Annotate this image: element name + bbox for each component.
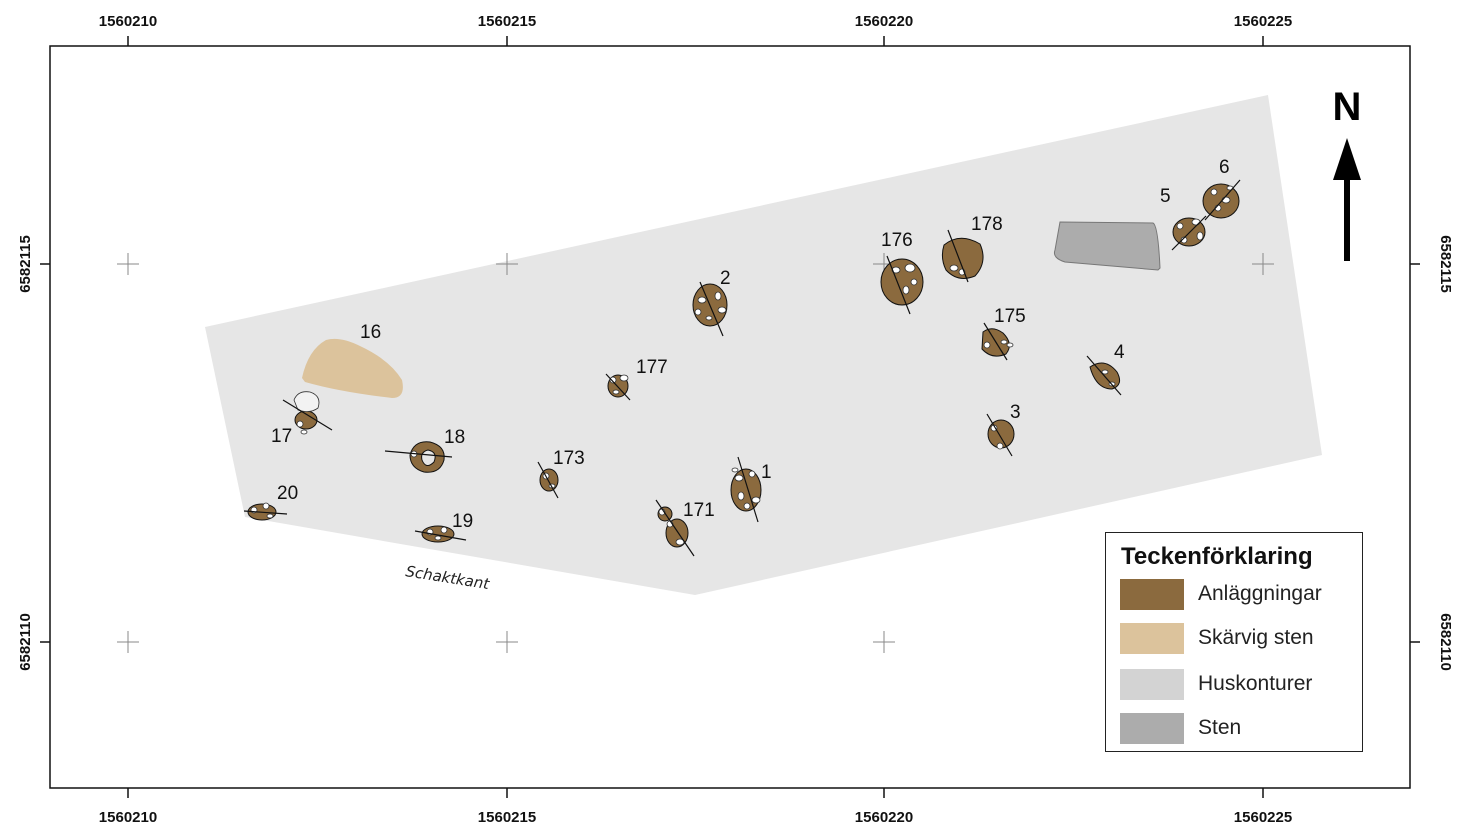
feature-label-2: 2 (720, 268, 731, 289)
legend-label-stone: Sten (1198, 716, 1242, 739)
x-coord-top-2: 1560215 (478, 13, 536, 30)
feature-label-175: 175 (994, 306, 1026, 327)
grid-crosses (117, 253, 1274, 653)
feature-label-5: 5 (1160, 186, 1171, 207)
legend-label-house-contours: Huskonturer (1198, 672, 1313, 695)
feature-label-171: 171 (683, 500, 715, 521)
y-coord-right-1: 6582115 (1437, 235, 1454, 293)
feature-label-1: 1 (761, 462, 772, 483)
y-coord-right-2: 6582110 (1437, 613, 1454, 671)
feature-label-176: 176 (881, 230, 913, 251)
feature-label-6: 6 (1219, 157, 1230, 178)
x-coord-bottom-4: 1560225 (1234, 809, 1292, 826)
coordinate-labels: 1560210 1560215 1560220 1560225 1560210 … (17, 13, 1454, 826)
feature-label-178: 178 (971, 214, 1003, 235)
feature-label-16: 16 (360, 322, 381, 343)
x-coord-top-4: 1560225 (1234, 13, 1292, 30)
feature-label-18: 18 (444, 427, 465, 448)
north-arrow-icon (1333, 138, 1361, 180)
x-coord-bottom-3: 1560220 (855, 809, 913, 826)
legend-label-fire-cracked-stone: Skärvig sten (1198, 626, 1314, 649)
feature-label-19: 19 (452, 511, 473, 532)
feature-label-3: 3 (1010, 402, 1021, 423)
legend-item-features: Anläggningar (1120, 579, 1356, 611)
frame-ticks (40, 36, 1420, 798)
y-coord-left-2: 6582110 (17, 613, 34, 671)
x-coord-top-1: 1560210 (99, 13, 157, 30)
legend-label-features: Anläggningar (1198, 582, 1322, 605)
legend-swatch-features (1120, 579, 1184, 610)
north-label: N (1333, 85, 1362, 129)
feature-label-173: 173 (553, 448, 585, 469)
excavation-area (205, 95, 1322, 595)
x-coord-top-3: 1560220 (855, 13, 913, 30)
legend-swatch-fire-cracked-stone (1120, 623, 1184, 654)
legend-item-house-contours: Huskonturer (1120, 669, 1356, 701)
feature-label-177: 177 (636, 357, 668, 378)
legend-item-stone: Sten (1120, 713, 1356, 745)
feature-16-area (302, 338, 403, 398)
stones-white (250, 185, 1234, 546)
legend-item-fire-cracked-stone: Skärvig sten (1120, 623, 1356, 655)
stone-feature (1054, 221, 1161, 271)
legend-swatch-house-contours (1120, 669, 1184, 700)
feature-label-4: 4 (1114, 342, 1125, 363)
north-arrow: N (1333, 85, 1362, 261)
section-lines (243, 179, 1241, 557)
feature-173-shape (539, 468, 559, 492)
y-coord-left-1: 6582115 (17, 235, 34, 293)
x-coord-bottom-2: 1560215 (478, 809, 536, 826)
legend-title: Teckenförklaring (1121, 543, 1313, 570)
x-coord-bottom-1: 1560210 (99, 809, 157, 826)
legend-swatch-stone (1120, 713, 1184, 744)
feature-18-shape (409, 441, 445, 473)
legend: Teckenförklaring Anläggningar Skärvig st… (1105, 532, 1363, 752)
feature-label-17: 17 (271, 426, 292, 447)
feature-label-20: 20 (277, 483, 298, 504)
feature-labels: 16 17 18 19 20 173 177 171 2 1 176 178 1… (271, 157, 1230, 532)
